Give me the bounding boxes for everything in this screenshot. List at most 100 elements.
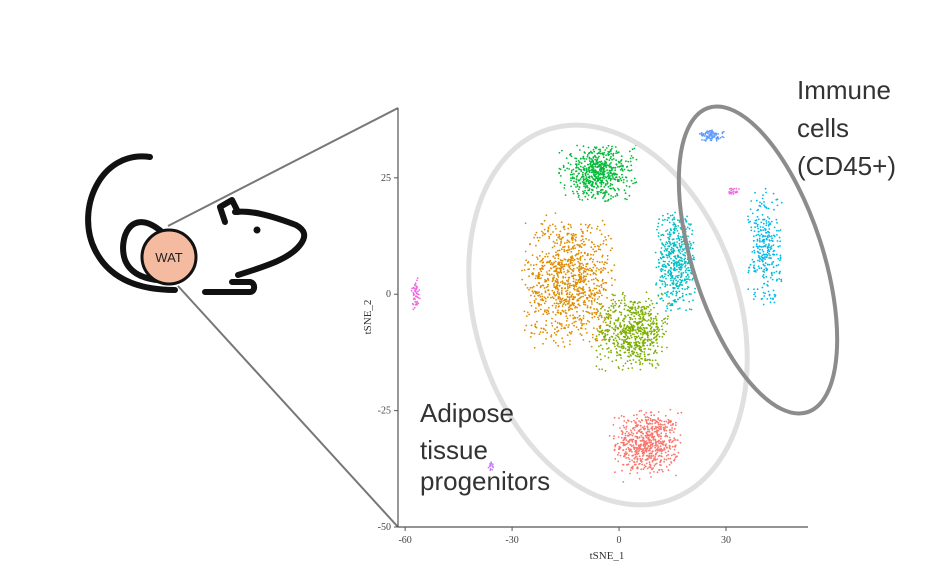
data-point xyxy=(763,242,765,244)
data-point xyxy=(661,319,663,322)
data-point xyxy=(749,263,752,266)
data-point xyxy=(665,330,667,333)
data-point xyxy=(660,325,663,328)
data-point xyxy=(594,197,597,200)
data-point xyxy=(638,449,641,452)
data-point xyxy=(623,325,626,327)
data-point xyxy=(633,177,636,180)
data-point xyxy=(675,292,678,295)
data-point xyxy=(662,299,665,302)
data-point xyxy=(657,448,659,451)
data-point xyxy=(577,163,580,166)
data-point xyxy=(618,299,620,302)
data-point xyxy=(596,291,598,294)
data-point xyxy=(654,359,657,362)
data-point xyxy=(599,161,602,164)
data-point xyxy=(618,176,621,178)
data-point xyxy=(651,322,654,324)
data-point xyxy=(590,301,593,303)
data-point xyxy=(599,358,602,361)
data-point xyxy=(548,235,550,238)
data-point xyxy=(630,433,632,436)
data-point xyxy=(606,191,608,194)
data-point xyxy=(551,280,554,283)
data-point xyxy=(626,180,628,182)
data-point xyxy=(632,156,634,159)
data-point xyxy=(536,258,539,260)
data-point xyxy=(543,219,546,222)
data-point xyxy=(572,245,575,248)
data-point xyxy=(663,250,666,252)
data-point xyxy=(573,183,576,186)
data-point xyxy=(610,349,612,352)
data-point xyxy=(676,241,678,243)
data-point xyxy=(525,324,528,327)
data-point xyxy=(609,165,612,168)
data-point xyxy=(666,256,669,259)
data-point xyxy=(658,218,661,221)
data-point xyxy=(559,237,561,240)
data-point xyxy=(669,242,671,245)
data-point xyxy=(551,223,554,226)
data-point xyxy=(584,195,587,198)
data-point xyxy=(747,215,749,218)
data-point xyxy=(659,426,662,429)
data-point xyxy=(591,152,594,154)
data-point xyxy=(666,219,669,222)
data-point xyxy=(612,298,615,301)
data-point xyxy=(419,297,421,300)
data-point xyxy=(646,305,648,308)
data-point xyxy=(557,297,560,300)
data-point xyxy=(692,258,694,260)
data-point xyxy=(559,296,561,299)
data-point xyxy=(608,163,611,166)
data-point xyxy=(587,225,590,228)
data-point xyxy=(615,173,618,176)
data-point xyxy=(757,247,759,250)
data-point xyxy=(649,411,652,414)
data-point xyxy=(766,216,769,218)
data-point xyxy=(641,336,644,339)
data-point xyxy=(673,448,676,451)
data-point xyxy=(691,247,694,250)
data-point xyxy=(606,182,609,184)
data-point xyxy=(562,236,564,239)
data-point xyxy=(537,310,540,312)
data-point xyxy=(598,285,600,288)
data-point xyxy=(641,463,643,466)
data-point xyxy=(650,414,653,417)
data-point xyxy=(646,359,649,361)
data-point xyxy=(615,309,617,312)
data-point xyxy=(558,293,561,296)
data-point xyxy=(567,265,570,267)
data-point xyxy=(609,184,612,187)
data-point xyxy=(657,225,659,228)
data-point xyxy=(614,329,617,332)
x-tick-label: -60 xyxy=(398,535,411,546)
data-point xyxy=(641,324,643,327)
data-point xyxy=(641,458,644,460)
data-point xyxy=(413,293,416,295)
data-point xyxy=(621,338,623,341)
data-point xyxy=(666,291,668,294)
data-point xyxy=(621,176,624,179)
data-point xyxy=(709,137,711,140)
data-point xyxy=(567,283,570,285)
data-point xyxy=(613,174,616,176)
data-point xyxy=(620,162,623,165)
data-point xyxy=(630,362,633,365)
data-point xyxy=(546,261,549,263)
data-point xyxy=(584,328,587,330)
data-point xyxy=(679,283,681,286)
data-point xyxy=(541,295,544,298)
data-point xyxy=(562,281,564,284)
data-point xyxy=(706,132,709,134)
data-point xyxy=(647,437,649,440)
data-point xyxy=(669,419,671,422)
data-point xyxy=(570,177,572,180)
data-point xyxy=(591,169,594,172)
data-point xyxy=(710,130,712,133)
data-point xyxy=(555,302,558,305)
data-point xyxy=(672,281,675,283)
data-point xyxy=(768,234,770,237)
